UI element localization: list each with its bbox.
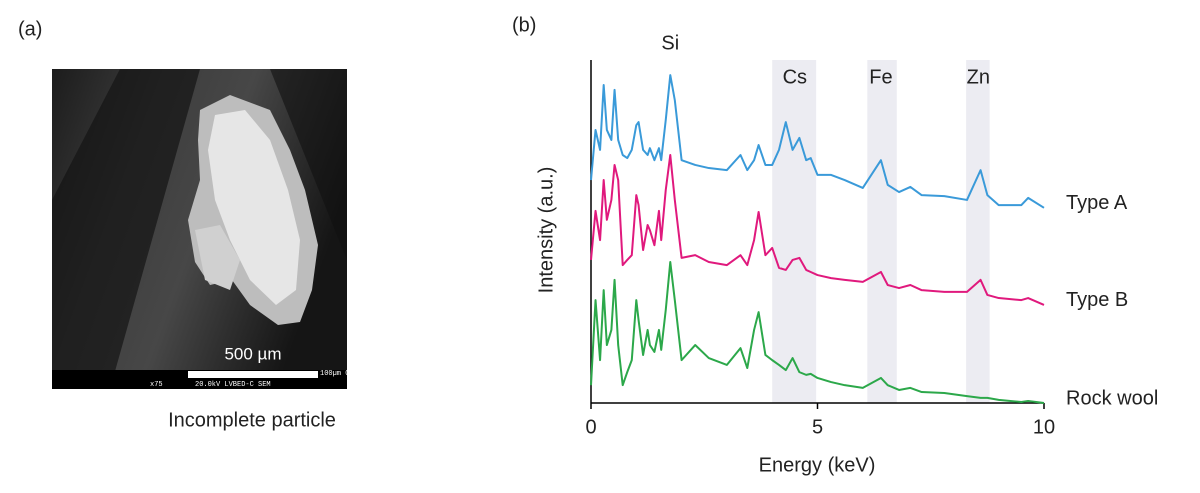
panel-label: (a) <box>18 18 42 40</box>
sem-info: WD 10.0mm 15:39:54 <box>356 381 432 389</box>
x-tick-label: 5 <box>812 416 823 438</box>
sem-info: 20.0kV LVBED-C SEM <box>195 381 271 389</box>
element-band <box>966 60 990 403</box>
sem-image <box>52 69 347 389</box>
element-band <box>867 60 897 403</box>
spectrum-line <box>590 154 1045 306</box>
series-label: Type B <box>1066 289 1128 311</box>
element-band <box>772 60 817 403</box>
series-label: Rock wool <box>1066 387 1158 409</box>
spectrum-line <box>590 261 1045 404</box>
sem-info: 2017/03/30 <box>398 370 440 378</box>
y-axis-label: Intensity (a.u.) <box>535 167 557 294</box>
x-tick-label: 0 <box>585 416 596 438</box>
sem-info: x75 <box>150 381 163 389</box>
series-label: Type A <box>1066 192 1128 214</box>
caption: Incomplete particle <box>168 409 336 431</box>
spectrum-line <box>590 74 1045 209</box>
x-tick-label: 10 <box>1033 416 1055 438</box>
scale-bar-label: 500 µm <box>224 344 281 363</box>
element-label: Fe <box>869 66 892 88</box>
sem-info: 100µm CLADS <box>320 370 366 378</box>
element-label: Si <box>661 32 679 54</box>
element-label: Cs <box>783 66 807 88</box>
element-label: Zn <box>967 66 990 88</box>
panel-label: (b) <box>512 14 536 36</box>
x-axis-label: Energy (keV) <box>759 454 876 476</box>
